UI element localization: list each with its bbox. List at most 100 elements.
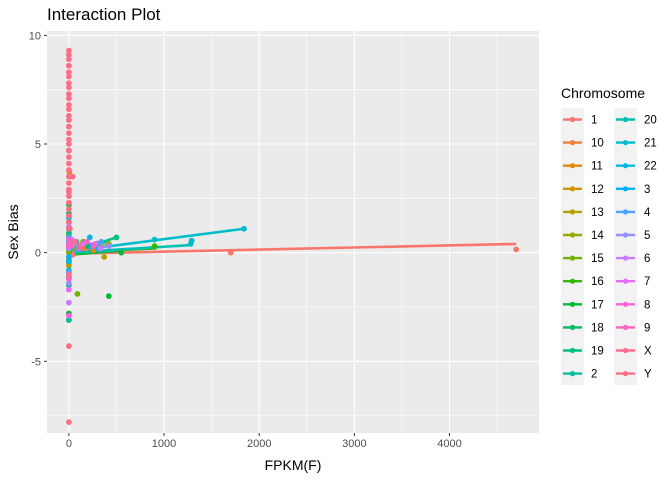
data-point-chr-Y [65, 141, 72, 147]
legend-label-chr-X: X [644, 346, 652, 358]
legend-label-chr-22: 22 [644, 161, 657, 173]
data-point-chr-7 [65, 286, 72, 293]
data-point-chr-Y [65, 47, 72, 54]
data-points [65, 47, 520, 426]
legend-key-point [622, 371, 629, 377]
data-point-chr-Y [65, 112, 72, 119]
legend-label-chr-7: 7 [644, 276, 650, 288]
data-point-chr-Y [65, 69, 72, 76]
data-point-chr-4 [98, 238, 105, 245]
data-point-chr-Y [65, 154, 72, 160]
data-point-chr-9 [90, 243, 97, 250]
legend-label-chr-9: 9 [644, 322, 650, 334]
fit-line-chr-20 [68, 243, 191, 254]
data-point-chr-Y [65, 52, 72, 58]
data-point-chr-Y [65, 84, 72, 91]
data-point-chr-Y [65, 206, 72, 213]
legend-key-point [569, 324, 576, 330]
legend-key-point [622, 186, 629, 192]
data-point-chr-15 [65, 249, 72, 256]
legend-key-point [569, 116, 576, 123]
data-point-chr-21 [151, 236, 158, 243]
legend-key-point [569, 186, 576, 192]
legend-label-chr-12: 12 [591, 184, 604, 196]
x-tick-label: 2000 [247, 438, 271, 450]
data-point-chr-Y [65, 225, 72, 232]
legend-label-chr-5: 5 [644, 230, 650, 242]
data-point-chr-Y [65, 419, 72, 426]
legend-label-chr-19: 19 [591, 346, 604, 358]
y-axis-title: Sex Bias [5, 204, 21, 259]
y-tick-label: -5 [31, 356, 41, 368]
legend-key-point [569, 209, 576, 215]
legend-label-chr-2: 2 [591, 369, 597, 381]
data-point-chr-Y [65, 199, 72, 206]
data-point-chr-Y [65, 106, 72, 113]
legend-label-chr-4: 4 [644, 207, 651, 219]
data-point-chr-8 [65, 312, 72, 319]
data-point-chr-19 [113, 234, 120, 241]
legend-label-chr-16: 16 [591, 276, 604, 288]
fit-line-chr-1 [68, 242, 517, 256]
data-point-chr-Y [65, 130, 72, 137]
legend-key-point [569, 371, 576, 377]
legend-key-point [622, 347, 629, 354]
legend-keys: 1 10 11 12 13 14 15 16 17 18 19 2 20 21 22 3 4 5 6 7 8 9 XY [561, 108, 657, 386]
data-point-chr-6 [65, 299, 72, 306]
data-point-chr-6 [97, 245, 104, 252]
data-point-chr-21 [241, 225, 247, 232]
data-point-chr-5 [105, 243, 112, 250]
data-point-chr-9 [65, 243, 72, 250]
data-point-chr-Y [65, 343, 72, 349]
data-point-chr-Y [65, 80, 72, 87]
data-point-chr-3 [65, 254, 72, 260]
data-point-chr-Y [65, 193, 72, 200]
data-point-chr-Y [65, 56, 72, 63]
legend-label-chr-Y: Y [644, 369, 652, 381]
minor-gridlines [47, 31, 539, 433]
data-point-chr-Y [69, 173, 76, 180]
data-point-chr-15 [74, 291, 81, 297]
x-tick-label: 1000 [152, 438, 176, 450]
data-point-chr-19 [65, 230, 72, 236]
legend-label-chr-17: 17 [591, 299, 604, 311]
data-point-chr-Y [65, 219, 72, 226]
data-point-chr-2 [65, 317, 72, 323]
y-tick-label: 0 [35, 248, 41, 260]
x-tick-label: 3000 [342, 438, 366, 450]
data-point-chr-Y [65, 167, 72, 173]
data-point-chr-17 [105, 293, 112, 300]
data-point-chr-Y [65, 147, 72, 154]
major-gridlines [47, 31, 539, 433]
data-point-chr-5 [65, 280, 72, 286]
legend-label-chr-15: 15 [591, 253, 604, 265]
x-tick-label: 4000 [437, 438, 461, 450]
data-point-chr-Y [65, 186, 72, 193]
legend-label-chr-6: 6 [644, 253, 650, 265]
data-point-chr-Y [65, 101, 72, 108]
legend-key-point [622, 255, 629, 261]
y-tick-label: 5 [35, 139, 41, 151]
legend-key-point [622, 116, 629, 123]
data-point-chr-Y [65, 123, 72, 130]
data-point-chr-Y [65, 91, 72, 97]
x-tick-label: 0 [66, 438, 72, 450]
data-point-chr-X [65, 271, 72, 278]
data-point-chr-1 [513, 246, 520, 253]
legend-key-point [622, 232, 629, 238]
data-point-chr-22 [65, 258, 72, 265]
y-tick-label: 10 [29, 30, 41, 42]
data-point-chr-22 [86, 234, 93, 241]
data-point-chr-X [69, 238, 76, 245]
legend-key-point [569, 301, 576, 307]
data-point-chr-8 [84, 238, 90, 245]
chart-title: Interaction Plot [47, 5, 161, 24]
legend-key-point [569, 347, 576, 354]
data-point-chr-Y [65, 180, 72, 187]
legend: Chromosome 1 10 11 12 13 14 15 16 17 18 19 2 20 21 22 3… [561, 85, 657, 386]
legend-key-point [569, 278, 576, 284]
legend-label-chr-13: 13 [591, 207, 604, 219]
legend-label-chr-18: 18 [591, 322, 604, 334]
data-point-chr-1 [227, 249, 234, 256]
data-point-chr-Y [65, 95, 72, 102]
